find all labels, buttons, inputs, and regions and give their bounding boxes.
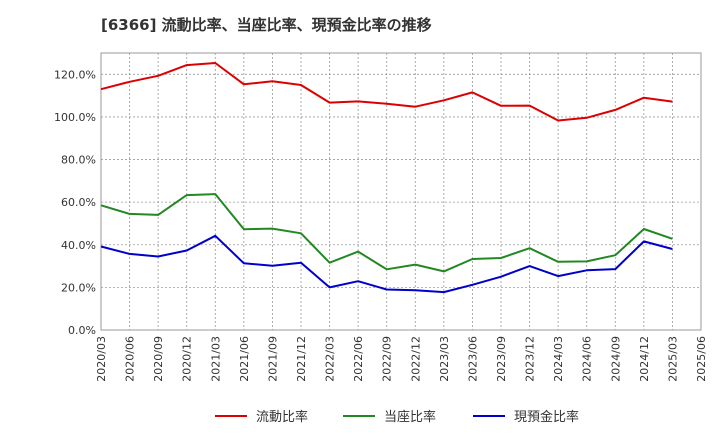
legend: 流動比率 当座比率 現預金比率 (215, 409, 579, 425)
x-tick-label: 2021/03 (209, 336, 222, 382)
y-tick-label: 80.0% (61, 154, 96, 167)
x-tick-label: 2021/06 (238, 336, 251, 382)
x-tick-label: 2024/09 (609, 336, 622, 382)
legend-label-1: 流動比率 (256, 409, 308, 425)
y-tick-label: 20.0% (61, 281, 96, 294)
x-tick-label: 2024/06 (581, 336, 594, 382)
x-tick-label: 2023/09 (495, 336, 508, 382)
series-line-3 (100, 234, 673, 294)
legend-label-3: 現預金比率 (514, 409, 579, 425)
x-tick-label: 2025/06 (695, 336, 708, 382)
x-tick-label: 2022/09 (381, 336, 394, 382)
x-tick-label: 2020/09 (152, 336, 165, 382)
x-tick-label: 2024/03 (552, 336, 565, 382)
x-tick-label: 2025/03 (666, 336, 679, 382)
plot-area (100, 52, 702, 331)
x-tick-label: 2020/12 (181, 336, 194, 382)
x-tick-label: 2022/06 (352, 336, 365, 382)
x-tick-label: 2022/03 (324, 336, 337, 382)
x-tick-label: 2021/12 (295, 336, 308, 382)
series-lines (100, 62, 673, 294)
y-tick-label: 120.0% (54, 68, 96, 81)
chart-title: [6366] 流動比率、当座比率、現預金比率の推移 (101, 16, 432, 34)
x-tick-label: 2020/03 (95, 336, 108, 382)
legend-label-2: 当座比率 (384, 409, 436, 425)
y-tick-label: 100.0% (54, 111, 96, 124)
series-line-1 (100, 62, 673, 122)
x-tick-label: 2023/12 (524, 336, 537, 382)
y-tick-label: 60.0% (61, 196, 96, 209)
x-tick-label: 2021/09 (266, 336, 279, 382)
series-line-2 (100, 193, 673, 273)
y-tick-label: 40.0% (61, 239, 96, 252)
y-tick-label: 0.0% (68, 324, 96, 337)
x-tick-label: 2023/03 (438, 336, 451, 382)
grid (101, 53, 701, 330)
x-tick-label: 2024/12 (638, 336, 651, 382)
x-axis: 2020/03 2020/06 2020/09 2020/12 2021/03 2021/… (95, 336, 708, 382)
y-axis: 0.0% 20.0% 40.0% 60.0% 80.0% 100.0% 120.0% (54, 68, 96, 337)
x-tick-label: 2023/06 (466, 336, 479, 382)
x-tick-label: 2020/06 (124, 336, 137, 382)
x-tick-label: 2022/12 (409, 336, 422, 382)
